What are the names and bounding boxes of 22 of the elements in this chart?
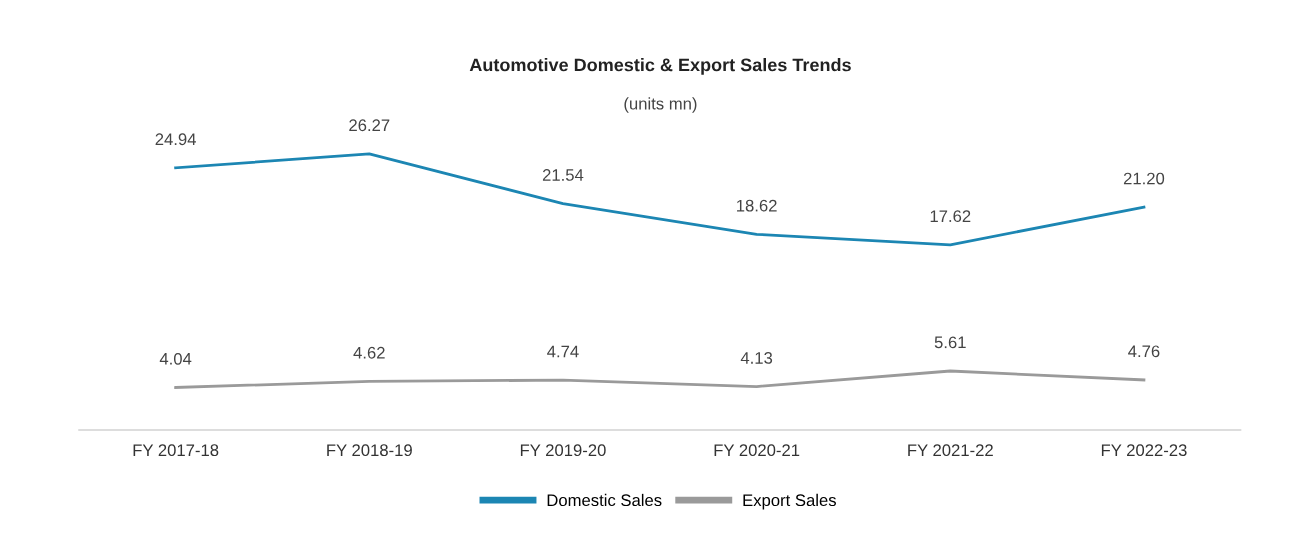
data-label: 4.04 [159,352,192,365]
data-label: 21.20 [1123,172,1165,185]
data-label: 4.13 [740,352,773,364]
x-tick-label: FY 2018-19 [327,444,412,457]
x-tick-label: FY 2017-18 [133,444,219,457]
data-label: 4.62 [353,346,385,359]
data-label: 24.94 [155,133,196,146]
data-label: 26.27 [349,119,390,132]
data-label: 4.74 [547,345,579,358]
data-label: 21.54 [542,169,584,181]
legend-label: Domestic Sales [547,493,662,507]
x-tick-label: FY 2022-23 [1101,444,1187,457]
x-tick-label: FY 2021-22 [908,444,993,457]
legend-label: Export Sales [743,493,836,510]
data-label: 18.62 [737,199,777,212]
data-label: 5.61 [934,336,966,349]
chart-subtitle: (units mn) [624,97,697,113]
data-label: 4.76 [1128,345,1160,358]
chart-title: Automotive Domestic & Export Sales Trends [469,58,851,75]
x-tick-label: FY 2020-21 [714,444,800,457]
x-tick-label: FY 2019-20 [520,444,606,457]
data-label: 17.62 [930,210,971,223]
